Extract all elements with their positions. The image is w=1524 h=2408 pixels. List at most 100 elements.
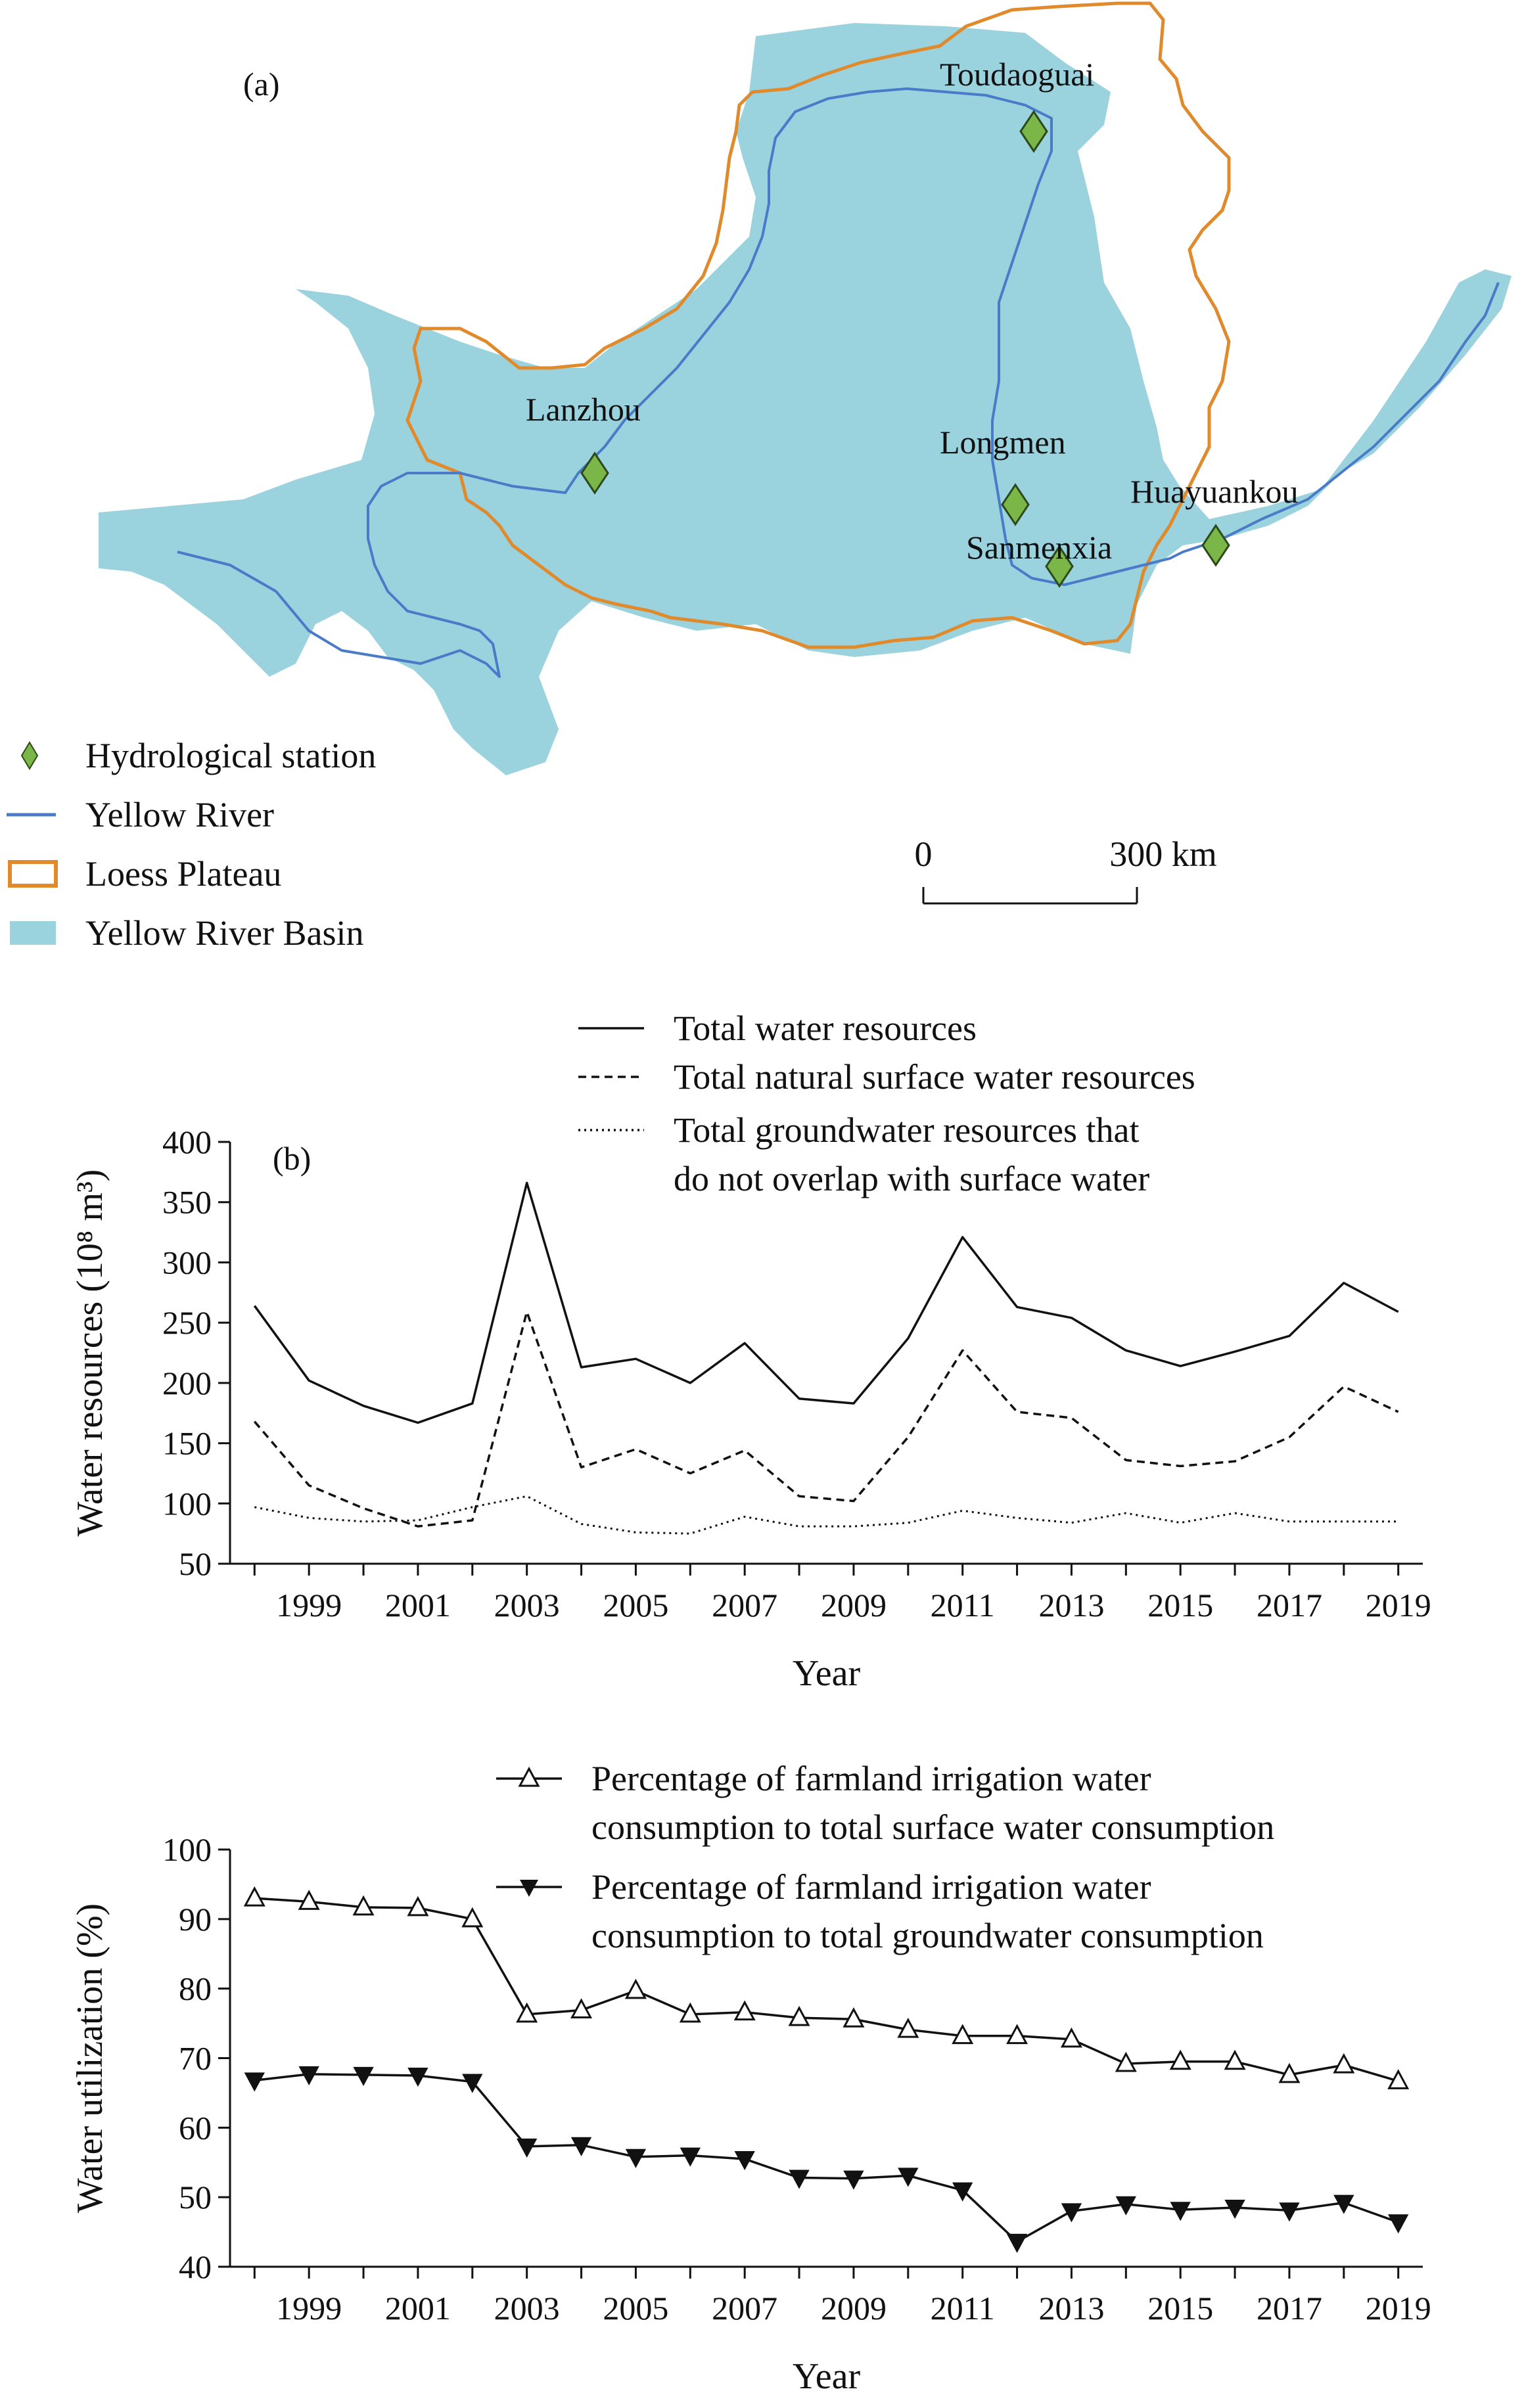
x-tick-label: 2009 (821, 1587, 887, 1624)
series-line-1 (253, 1310, 1399, 1528)
x-tick-label: 2011 (931, 2290, 995, 2327)
chart2-legend-item: Percentage of farmland irrigation water c… (496, 1759, 1274, 1847)
data-point (517, 2138, 538, 2158)
data-point (788, 2005, 810, 2026)
y-tick-label: 50 (179, 2179, 212, 2215)
data-point (624, 1978, 647, 1999)
station-marker-longmen (1001, 483, 1030, 526)
water-resources-chart: 50 100 150 200 250 300 350 400 1999 2001 2003 2005 2… (70, 1124, 1431, 1694)
x-tick-label: 2019 (1366, 2290, 1431, 2327)
panel-a-label: (a) (243, 66, 280, 102)
chart2-legend-label: Percentage of farmland irrigation water (591, 1759, 1151, 1798)
map-legend-label: Yellow River Basin (85, 913, 364, 953)
data-point (1170, 2202, 1191, 2221)
y-tick-label: 50 (179, 1545, 212, 1582)
data-point (952, 2182, 973, 2202)
loess-plateau-outline (405, 1, 1231, 649)
x-tick-label: 2007 (712, 1587, 777, 1624)
data-point (570, 1998, 593, 2018)
x-tick-label: 1999 (276, 1587, 342, 1624)
y-tick-label: 100 (162, 1831, 212, 1868)
data-point (1006, 2233, 1028, 2254)
chart2-legend-label: Percentage of farmland irrigation water (591, 1867, 1151, 1907)
map-legend-label: Yellow River (85, 795, 274, 834)
outline-box-icon (8, 860, 58, 888)
map-legend-label: Loess Plateau (85, 854, 281, 894)
chart1-legend-item: Total groundwater resources that do not o… (578, 1110, 1149, 1198)
chart1-legend-item: Total water resources (578, 1009, 977, 1048)
series-line-2 (254, 1495, 1398, 1535)
filled-box-icon (10, 921, 56, 945)
data-point (843, 2007, 865, 2028)
x-axis-title: Year (793, 1653, 861, 1694)
data-point (1224, 2200, 1245, 2219)
series-line-1 (254, 2073, 1399, 2243)
map-panel: 0 300 km (99, 1, 1512, 905)
x-tick-label: 2019 (1366, 1587, 1431, 1624)
data-point (407, 2067, 428, 2087)
data-point (1115, 2196, 1136, 2215)
data-point (516, 2002, 538, 2023)
data-point (733, 2000, 756, 2021)
data-point (898, 2168, 919, 2187)
y-tick-label: 300 (162, 1244, 212, 1281)
y-tick-label: 150 (162, 1425, 212, 1462)
water-utilization-legend: Percentage of farmland irrigation water c… (496, 1759, 1274, 1955)
x-tick-label: 2007 (712, 2290, 777, 2327)
data-point (1060, 2027, 1082, 2048)
map-legend-item: Yellow River Basin (10, 913, 364, 953)
map-legend-item: Yellow River (7, 795, 274, 834)
y-tick-label: 90 (179, 1901, 212, 1938)
x-tick-label: 2001 (385, 2290, 451, 2327)
station-label-toudaoguai: Toudaoguai (940, 56, 1094, 93)
map-legend-label: Hydrological station (85, 736, 376, 775)
data-point (679, 2002, 701, 2023)
y-tick-label: 60 (179, 2109, 212, 2146)
map-legend: Hydrological station Yellow River Loess Pl… (7, 736, 376, 953)
y-tick-label: 250 (162, 1304, 212, 1341)
data-point (352, 1895, 375, 1916)
yellow-river-basin-area (99, 23, 1512, 775)
data-point (570, 2137, 592, 2156)
water-utilization-chart: 40 50 60 70 80 90 100 1999 2001 2003 2005 2007 2009 2… (70, 1831, 1431, 2397)
hydrological-stations: Toudaoguai Lanzhou Longmen Huayuankou Sanmen… (526, 56, 1299, 588)
data-point (680, 2147, 701, 2167)
panel-b-label: (b) (273, 1140, 311, 1177)
data-point (1061, 2203, 1082, 2223)
data-point (1279, 2202, 1300, 2222)
x-tick-label: 2015 (1147, 2290, 1213, 2327)
data-point (461, 1907, 484, 1928)
series-line-0 (254, 1897, 1399, 2083)
yellow-river-line (177, 87, 1500, 678)
station-marker-lanzhou (580, 451, 609, 495)
data-point (625, 2148, 647, 2168)
chart2-legend-label: consumption to total surface water consu… (591, 1807, 1274, 1847)
y-axis-title: Water utilization (%) (70, 1903, 110, 2213)
water-resources-legend: Total water resources Total natural surfa… (578, 1009, 1195, 1198)
y-axis-title: Water resources (10⁸ m³) (70, 1170, 110, 1537)
x-tick-label: 2015 (1147, 1587, 1213, 1624)
x-tick-label: 2013 (1038, 2290, 1104, 2327)
chart1-legend-label: do not overlap with surface water (674, 1159, 1149, 1198)
data-point (244, 2072, 265, 2092)
open-triangle-icon (518, 1766, 540, 1787)
x-tick-label: 2001 (385, 1587, 451, 1624)
station-label-longmen: Longmen (940, 424, 1066, 461)
x-tick-label: 2005 (603, 2290, 668, 2327)
y-tick-label: 400 (162, 1124, 212, 1160)
chart1-legend-label: Total water resources (674, 1009, 977, 1048)
x-axis-title: Year (793, 2356, 861, 2397)
data-point (952, 2024, 974, 2045)
x-tick-label: 2003 (494, 1587, 560, 1624)
data-point (298, 2066, 319, 2085)
x-tick-label: 2003 (494, 2290, 560, 2327)
data-point (353, 2066, 374, 2087)
x-tick-label: 1999 (276, 2290, 342, 2327)
station-label-huayuankou: Huayuankou (1130, 473, 1299, 510)
x-tick-label: 2009 (821, 2290, 887, 2327)
chart2-legend-item: Percentage of farmland irrigation water c… (496, 1867, 1264, 1955)
x-tick-label: 2017 (1257, 2290, 1322, 2327)
x-tick-label: 2005 (603, 1587, 668, 1624)
